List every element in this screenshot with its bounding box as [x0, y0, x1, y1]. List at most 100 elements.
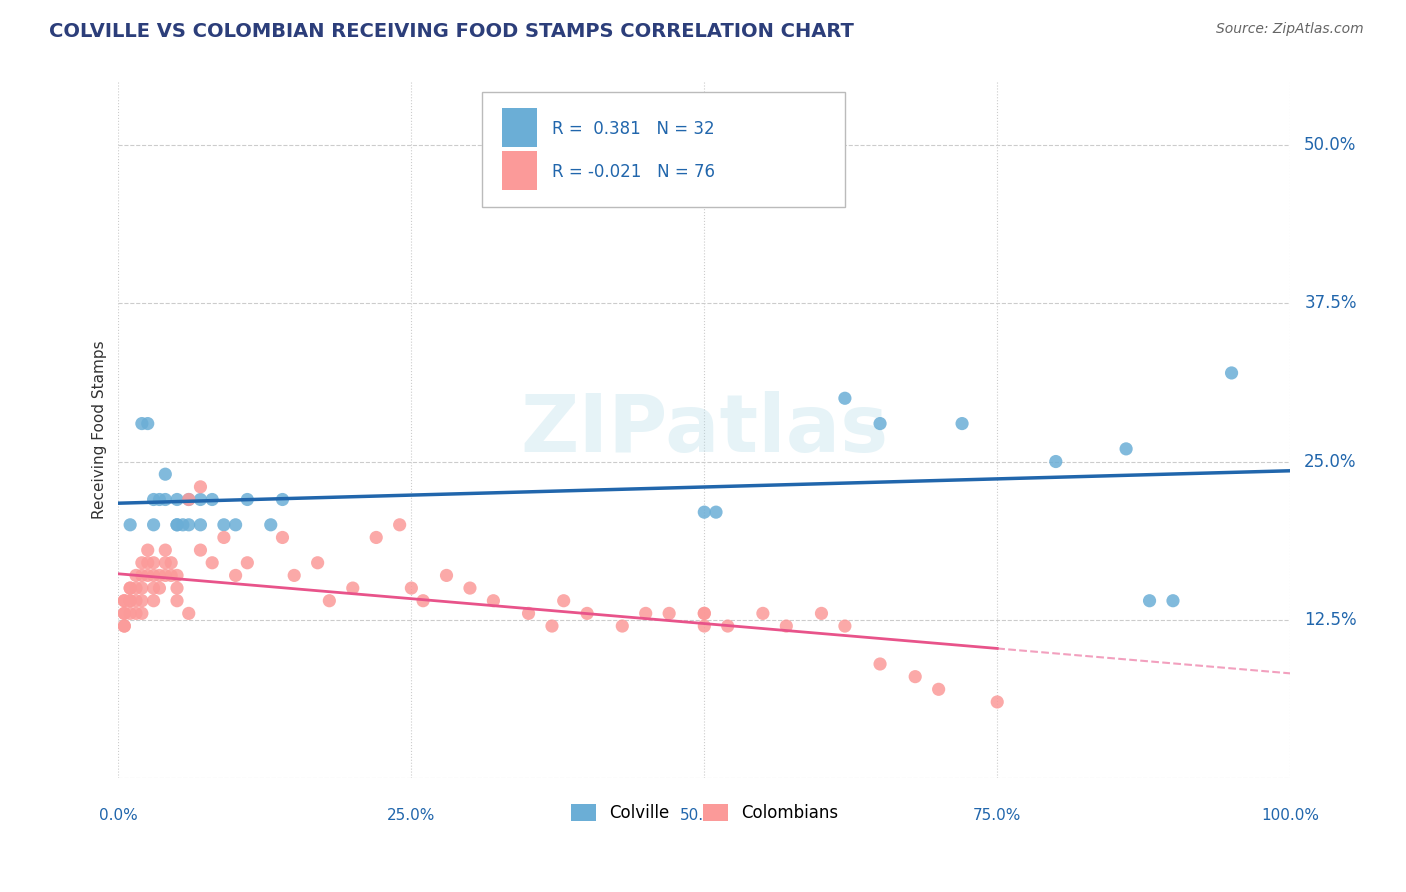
Point	[928, 682, 950, 697]
Point	[190, 480, 212, 494]
Point	[131, 593, 153, 607]
Text: 37.5%: 37.5%	[1305, 294, 1357, 312]
Point	[436, 568, 458, 582]
Point	[693, 619, 716, 633]
Text: ZIPatlas: ZIPatlas	[520, 391, 889, 469]
Point	[166, 568, 188, 582]
Point	[136, 556, 159, 570]
Point	[155, 492, 177, 507]
Point	[1220, 366, 1243, 380]
Point	[131, 417, 153, 431]
Point	[752, 607, 775, 621]
Point	[112, 593, 135, 607]
Point	[142, 593, 165, 607]
Point	[986, 695, 1008, 709]
Point	[112, 619, 135, 633]
Point	[212, 531, 235, 545]
Point	[112, 619, 135, 633]
Point	[236, 556, 259, 570]
Text: 25.0%: 25.0%	[1305, 452, 1357, 471]
Point	[412, 593, 434, 607]
Point	[775, 619, 797, 633]
Point	[1115, 442, 1137, 456]
Point	[142, 568, 165, 582]
Point	[271, 492, 294, 507]
Point	[517, 607, 540, 621]
Point	[1045, 454, 1067, 468]
Text: 25.0%: 25.0%	[387, 807, 436, 822]
Point	[120, 593, 142, 607]
Point	[190, 492, 212, 507]
Point	[120, 581, 142, 595]
Point	[136, 417, 159, 431]
Point	[112, 607, 135, 621]
Point	[693, 505, 716, 519]
Text: 50.0%: 50.0%	[1305, 136, 1357, 154]
FancyBboxPatch shape	[502, 108, 537, 146]
Point	[142, 517, 165, 532]
Text: COLVILLE VS COLOMBIAN RECEIVING FOOD STAMPS CORRELATION CHART: COLVILLE VS COLOMBIAN RECEIVING FOOD STA…	[49, 22, 853, 41]
Point	[704, 505, 727, 519]
Point	[172, 517, 194, 532]
Point	[869, 657, 891, 671]
Point	[201, 556, 224, 570]
Point	[190, 517, 212, 532]
Legend: Colville, Colombians: Colville, Colombians	[564, 797, 845, 829]
Point	[612, 619, 634, 633]
Point	[834, 391, 856, 405]
Point	[810, 607, 832, 621]
Point	[155, 467, 177, 482]
Point	[125, 568, 148, 582]
Point	[225, 517, 247, 532]
Point	[131, 581, 153, 595]
Point	[553, 593, 575, 607]
Point	[166, 593, 188, 607]
Point	[166, 517, 188, 532]
Point	[271, 531, 294, 545]
Text: Source: ZipAtlas.com: Source: ZipAtlas.com	[1216, 22, 1364, 37]
Text: 0.0%: 0.0%	[98, 807, 138, 822]
Point	[1161, 593, 1184, 607]
Text: R = -0.021   N = 76: R = -0.021 N = 76	[553, 162, 716, 181]
Point	[155, 556, 177, 570]
Point	[148, 568, 170, 582]
Point	[482, 593, 505, 607]
Point	[125, 593, 148, 607]
Point	[120, 607, 142, 621]
Point	[142, 556, 165, 570]
Point	[148, 581, 170, 595]
Point	[177, 607, 200, 621]
Point	[142, 581, 165, 595]
Point	[307, 556, 329, 570]
Text: 50.0%: 50.0%	[681, 807, 728, 822]
Y-axis label: Receiving Food Stamps: Receiving Food Stamps	[93, 341, 107, 519]
Point	[120, 593, 142, 607]
Point	[177, 492, 200, 507]
Point	[148, 492, 170, 507]
Text: 12.5%: 12.5%	[1305, 611, 1357, 629]
Point	[112, 607, 135, 621]
Point	[120, 517, 142, 532]
Point	[166, 581, 188, 595]
Point	[658, 607, 681, 621]
Text: 75.0%: 75.0%	[973, 807, 1021, 822]
Point	[155, 568, 177, 582]
Point	[166, 517, 188, 532]
Point	[142, 492, 165, 507]
Point	[318, 593, 340, 607]
Point	[834, 619, 856, 633]
FancyBboxPatch shape	[482, 93, 845, 207]
Point	[201, 492, 224, 507]
Point	[177, 517, 200, 532]
Text: R =  0.381   N = 32: R = 0.381 N = 32	[553, 120, 714, 137]
Point	[634, 607, 657, 621]
Point	[342, 581, 364, 595]
Point	[717, 619, 740, 633]
Point	[190, 543, 212, 558]
Point	[125, 581, 148, 595]
Point	[576, 607, 599, 621]
Point	[112, 593, 135, 607]
Point	[212, 517, 235, 532]
Point	[1139, 593, 1161, 607]
Point	[388, 517, 411, 532]
